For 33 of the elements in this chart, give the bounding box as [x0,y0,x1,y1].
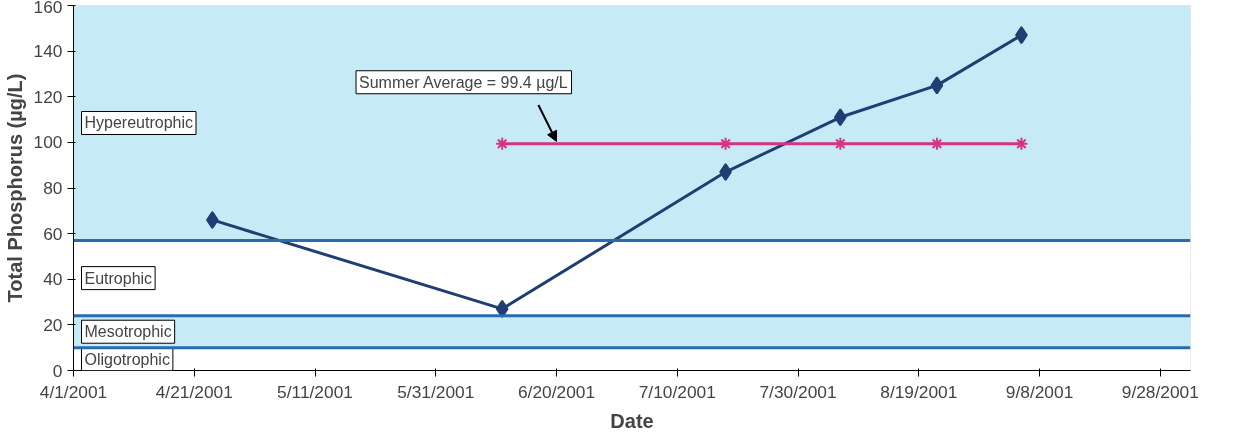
y-tick-label: 100 [33,132,63,153]
x-tick-label: 7/10/2001 [638,381,716,402]
y-tick-label: 60 [43,223,63,244]
x-tick-label: 7/30/2001 [759,381,837,402]
y-tick-label: 40 [43,269,63,290]
point [929,136,944,151]
x-tick-label: 5/11/2001 [277,381,353,402]
point [718,136,733,151]
band-label: Oligotrophic [84,350,170,368]
y-tick-label: 140 [33,41,63,62]
annotation: Summer Average = 99.4 µg/L [359,73,568,91]
x-axis-title: Date [610,409,654,432]
y-tick-label: 160 [33,0,63,17]
band-label: Eutrophic [84,269,153,287]
point [833,108,847,127]
band-label: Hypereutrophic [84,114,193,132]
x-tick-label: 4/1/2001 [39,381,108,402]
x-tick-label: 4/21/2001 [155,381,233,402]
x-tick-label: 6/20/2001 [517,381,596,402]
x-tick-label: 8/19/2001 [880,381,958,402]
point [1014,136,1029,151]
y-tick-label: 80 [43,178,63,198]
x-tick-label: 5/31/2001 [397,381,475,402]
band-label: Mesotrophic [84,323,172,341]
y-tick-label: 0 [52,360,63,381]
point [833,136,848,151]
y-axis-title: Total Phosphorus (µg/L) [3,73,26,303]
x-tick-label: 9/28/2001 [1121,381,1199,402]
y-tick-label: 20 [43,314,63,335]
point [495,136,510,151]
point [930,76,944,95]
y-tick-label: 120 [33,86,63,107]
x-tick-label: 9/8/2001 [1005,381,1074,402]
